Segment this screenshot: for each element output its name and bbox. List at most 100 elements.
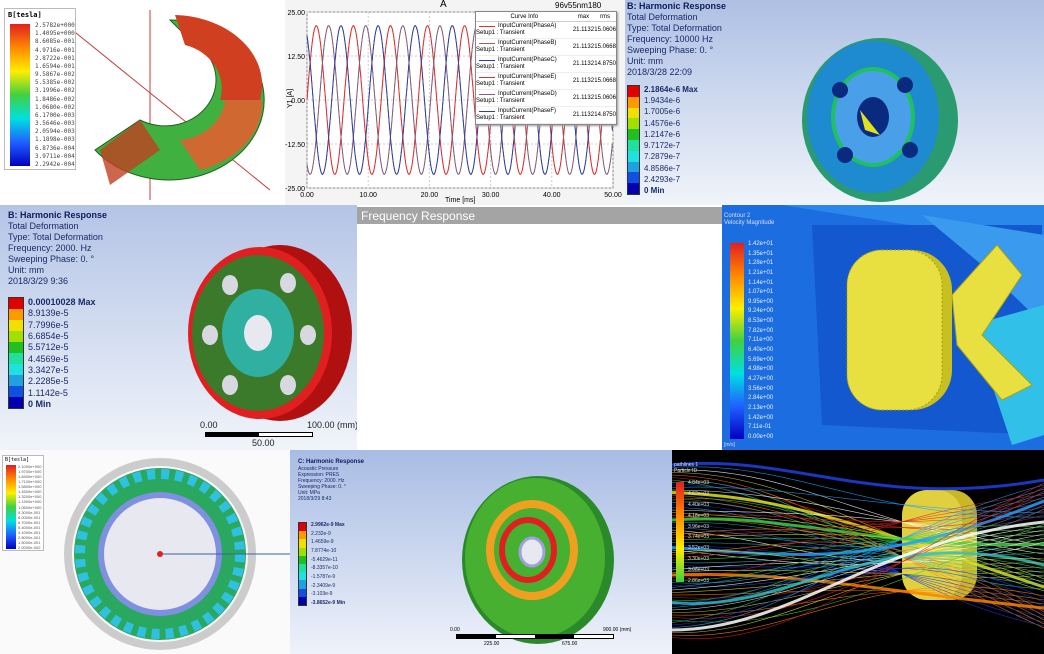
info-line: Unit: mm <box>8 265 44 275</box>
legend-curve-info: InputCurrent(PhaseF) Setup1 : Transient <box>476 108 573 122</box>
pathline <box>672 498 1044 558</box>
legend-value: -8.3357e-10 <box>311 565 338 572</box>
legend-value: 3.5646e-003 <box>35 120 75 128</box>
legend-value: 3.52e+03 <box>688 545 709 552</box>
legend-labels: 0.00010028 Max 8.9139e-5 7.7996e-5 6.6854e-… <box>28 297 96 409</box>
harmonic-response-2k-panel: B: Harmonic Response Total Deformation Ty… <box>0 205 357 450</box>
chart-subtitle: 96v55nm180 <box>555 1 602 10</box>
legend-curve-info: InputCurrent(PhaseA) Setup1 : Transient <box>476 23 573 37</box>
frequency-response-chart: 1.60310.501980.151984.6011e-21.393e-2100… <box>357 205 722 450</box>
wheel-render <box>188 245 352 421</box>
legend-rms: 15.0668 <box>594 78 616 84</box>
legend-value: 6.1700e-003 <box>35 111 75 119</box>
info-line: Total Deformation <box>8 221 79 231</box>
series-line-3 <box>306 25 613 175</box>
legend-colorbar <box>627 85 640 195</box>
legend-swatch <box>628 107 639 119</box>
legend-labels: 2.9962e-9 Max 2.232e-9 1.4659e-9 7.8774e-10… <box>311 522 345 606</box>
info-line: Sweeping Phase: 0. ° <box>627 45 714 55</box>
legend-row: InputCurrent(PhaseA) Setup1 : Transient 21… <box>476 22 616 39</box>
legend-swatch <box>628 161 639 173</box>
pathline <box>672 506 1044 523</box>
pathline <box>672 489 1044 551</box>
pathline <box>672 558 1044 633</box>
legend-value: 3.08e+03 <box>688 567 709 573</box>
pathline <box>672 562 1044 613</box>
legend-series-source: Setup1 : Transient <box>476 115 525 121</box>
pathline <box>672 492 1044 588</box>
cfd-velocity-panel: Contour 2 Velocity Magnitude 1.42e+01 1.3… <box>722 205 1044 450</box>
legend-value: 6.7000e-001 <box>18 519 41 525</box>
legend-value: 4.40e+03 <box>688 501 709 508</box>
pathline <box>672 472 1044 592</box>
legend-swatch <box>299 596 306 606</box>
legend-value: -5.4629e-11 <box>311 556 338 563</box>
pathline <box>672 572 1044 610</box>
legend-value: -3.8652e-9 Min <box>311 599 346 606</box>
legend-value: 8.9139e-5 <box>28 308 69 319</box>
legend-value: 1.5800e+000 <box>18 484 42 490</box>
legend-header: max <box>577 13 590 20</box>
pathline <box>672 567 1044 626</box>
result-info: Acoustic Pressure Expression: PRES Frequen… <box>298 466 346 502</box>
legend-curve-line: InputCurrent(PhaseF) <box>476 108 573 115</box>
legend-value: 4.9716e-001 <box>35 46 75 54</box>
pathline <box>672 533 1044 571</box>
legend-value: -1.5787e-9 <box>311 573 336 580</box>
legend-value: 1.28e+01 <box>748 260 774 267</box>
legend-curve-info: InputCurrent(PhaseD) Setup1 : Transient <box>476 91 573 105</box>
legend-value: 1.7005e-6 <box>644 107 681 117</box>
info-line: Sweeping Phase: 0. ° <box>8 254 95 264</box>
legend-header: rms <box>600 13 611 20</box>
legend-value: -2.3409e-9 <box>311 582 336 589</box>
info-line: 2018/3/29 8:43 <box>298 496 332 502</box>
legend-value: 4.62e+03 <box>688 490 709 497</box>
pathline <box>672 488 1044 608</box>
legend-value: 3.1996e-002 <box>35 87 75 95</box>
panel-header: Frequency Response <box>357 207 722 224</box>
legend-value: 1.35e+01 <box>748 250 774 257</box>
legend-swatch <box>9 309 23 320</box>
legend-row: InputCurrent(PhaseD) Setup1 : Transient 21… <box>476 90 616 107</box>
legend-swatch <box>299 572 306 581</box>
legend-series-source: Setup1 : Transient <box>476 47 525 53</box>
legend-swatch <box>628 139 639 151</box>
x-tick-label: 0.00 <box>300 192 314 199</box>
legend-swatch <box>299 580 306 589</box>
legend-value: 2.0000e-002 <box>18 545 41 550</box>
scale-bar <box>205 432 313 437</box>
legend-series-name: InputCurrent(PhaseC) <box>498 57 557 63</box>
legend-curve-line: InputCurrent(PhaseC) <box>476 57 573 64</box>
legend-value: 6.8736e-004 <box>35 144 75 152</box>
legend-value: 3.30e+03 <box>688 556 709 563</box>
info-line: Type: Total Deformation <box>8 232 103 242</box>
legend-swatch <box>9 397 23 408</box>
legend-curve-line: InputCurrent(PhaseA) <box>476 23 573 30</box>
legend-swatch <box>628 183 639 194</box>
legend-value: 0.00010028 Max <box>28 297 96 307</box>
legend-series-name: InputCurrent(PhaseA) <box>498 23 557 29</box>
acoustic-pressure-panel: C: Harmonic Response Acoustic Pressure Ex… <box>290 450 672 654</box>
pathline <box>672 590 1044 605</box>
scale-mid: 50.00 <box>252 438 275 448</box>
legend-series-name: InputCurrent(PhaseB) <box>498 40 557 46</box>
legend-curve-info: InputCurrent(PhaseB) Setup1 : Transient <box>476 40 573 54</box>
legend-value: 9.95e+00 <box>748 298 774 305</box>
info-line: Acoustic Pressure <box>298 466 339 472</box>
legend-header: Curve Info <box>510 13 539 20</box>
legend-value: 8.53e+00 <box>748 318 774 325</box>
legend-swatch <box>628 172 639 184</box>
legend-series-name: InputCurrent(PhaseE) <box>498 74 557 80</box>
legend-series-source: Setup1 : Transient <box>476 81 525 87</box>
legend-value: 1.42e+00 <box>748 414 774 421</box>
info-line: 2018/3/29 9:36 <box>8 276 69 286</box>
legend-value: 2.0594e-003 <box>35 128 75 136</box>
pathline <box>672 494 1044 578</box>
legend-value: 2.2285e-5 <box>28 376 69 387</box>
legend-value: 2.86e+03 <box>688 577 709 584</box>
pathline <box>672 481 1044 590</box>
legend-title: B[tesla] <box>5 457 30 463</box>
pathline <box>672 517 1044 547</box>
curve-info-legend: Curve Info max rms InputCurrent(PhaseA) Setu… <box>475 11 617 125</box>
result-title: C: Harmonic Response <box>298 459 365 465</box>
